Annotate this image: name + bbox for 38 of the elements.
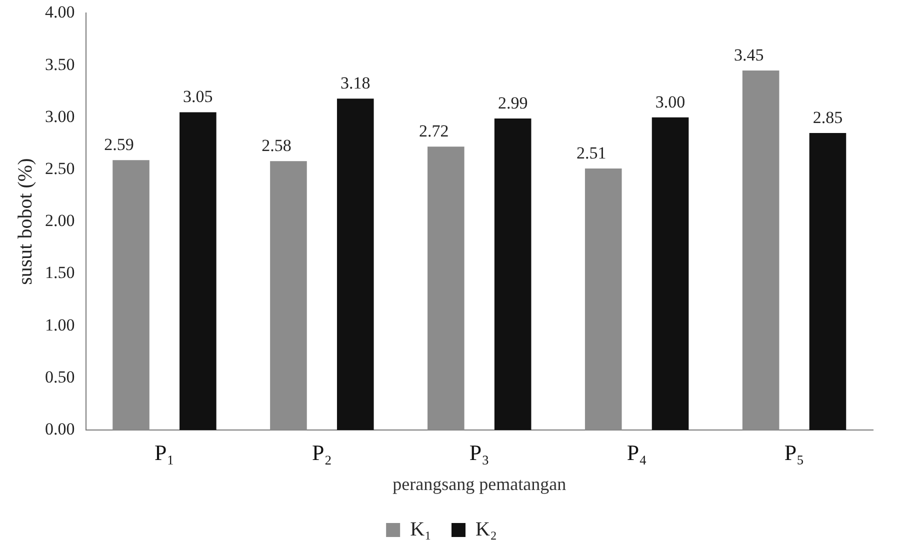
y-tick-label: 0.50 xyxy=(45,367,75,386)
bar xyxy=(742,70,780,430)
y-tick-label: 3.00 xyxy=(45,106,75,126)
y-tick-label: 1.00 xyxy=(45,315,75,334)
y-tick-label: 2.00 xyxy=(45,211,75,230)
x-axis-title: perangsang pematangan xyxy=(392,474,566,494)
x-tick-label: P₅ xyxy=(784,440,804,465)
bar xyxy=(270,161,307,430)
data-label: 2.59 xyxy=(104,135,134,154)
bar xyxy=(809,133,846,430)
x-tick-label: P₂ xyxy=(312,440,332,465)
x-tick-label: P₃ xyxy=(469,440,490,465)
data-label: 2.58 xyxy=(262,136,292,156)
data-label: 2.85 xyxy=(812,108,843,127)
data-label: 3.05 xyxy=(183,87,213,106)
data-label: 3.18 xyxy=(340,74,370,93)
y-tick-label: 4.00 xyxy=(45,2,75,22)
y-tick-label: 2.50 xyxy=(45,158,75,178)
bar xyxy=(180,112,216,430)
x-tick-label: P₄ xyxy=(626,440,647,465)
data-label: 2.99 xyxy=(498,93,528,112)
bar xyxy=(652,117,689,430)
legend-label: K₁ xyxy=(410,518,432,540)
x-tick-label: P₁ xyxy=(154,440,174,465)
y-tick-label: 1.50 xyxy=(45,263,75,282)
data-label: 2.51 xyxy=(576,143,606,162)
y-tick-label: 3.50 xyxy=(45,54,75,74)
legend-label: K₂ xyxy=(476,518,497,540)
bar xyxy=(336,98,374,430)
y-tick-label: 0.00 xyxy=(45,419,75,438)
y-axis-title: susut bobot (%) xyxy=(14,158,36,285)
bar xyxy=(428,146,464,430)
bar xyxy=(494,118,532,430)
data-label: 3.45 xyxy=(734,45,764,64)
data-label: 2.72 xyxy=(419,122,449,141)
bar xyxy=(584,168,622,430)
bar xyxy=(112,160,150,430)
data-label: 3.00 xyxy=(655,92,686,112)
